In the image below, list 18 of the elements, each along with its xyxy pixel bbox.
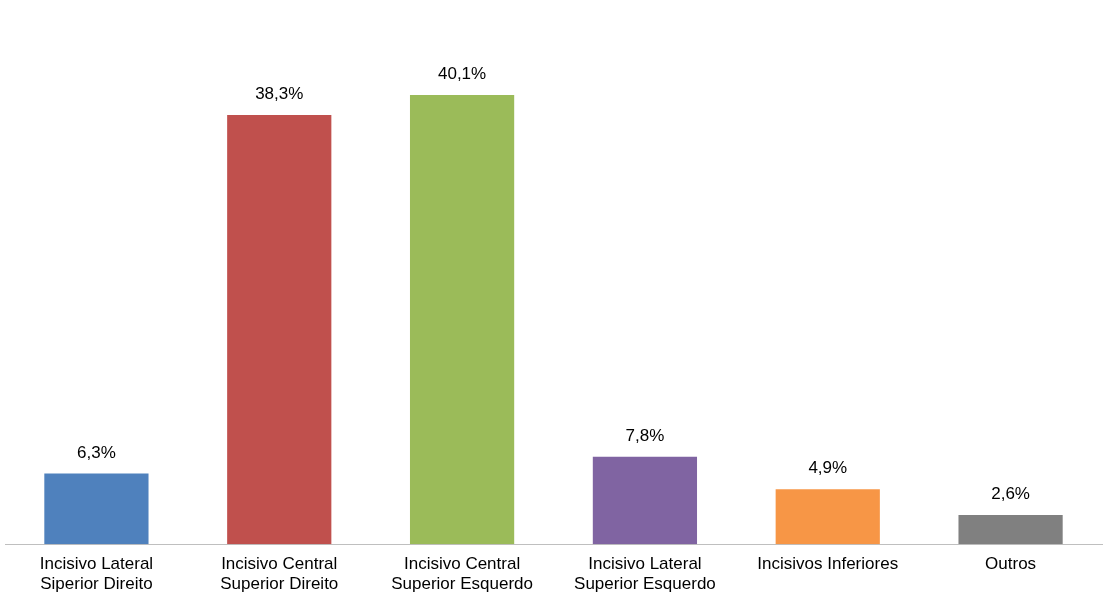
data-label: 6,3% bbox=[77, 442, 116, 462]
x-tick-label: Incisivo Lateral Siperior Direito bbox=[39, 554, 154, 594]
data-label: 40,1% bbox=[437, 64, 487, 84]
data-label: 2,6% bbox=[991, 484, 1030, 504]
x-tick-label: Outros bbox=[985, 554, 1037, 574]
x-tick-label: Incisivos Inferiores bbox=[757, 554, 899, 574]
data-label: 4,9% bbox=[808, 458, 848, 478]
x-tick-label: Incisivo Central Superior Direito bbox=[220, 554, 339, 594]
data-label: 38,3% bbox=[255, 84, 304, 104]
bar bbox=[44, 473, 149, 545]
x-tick-label: Incisivo Lateral Superior Esquerdo bbox=[574, 554, 716, 594]
bar bbox=[592, 456, 698, 545]
x-tick-label: Incisivo Central Superior Esquerdo bbox=[391, 554, 533, 594]
bar bbox=[409, 94, 515, 545]
bar bbox=[227, 115, 332, 545]
bar bbox=[775, 489, 880, 545]
data-label: 7,8% bbox=[625, 425, 665, 445]
bar bbox=[958, 515, 1063, 545]
